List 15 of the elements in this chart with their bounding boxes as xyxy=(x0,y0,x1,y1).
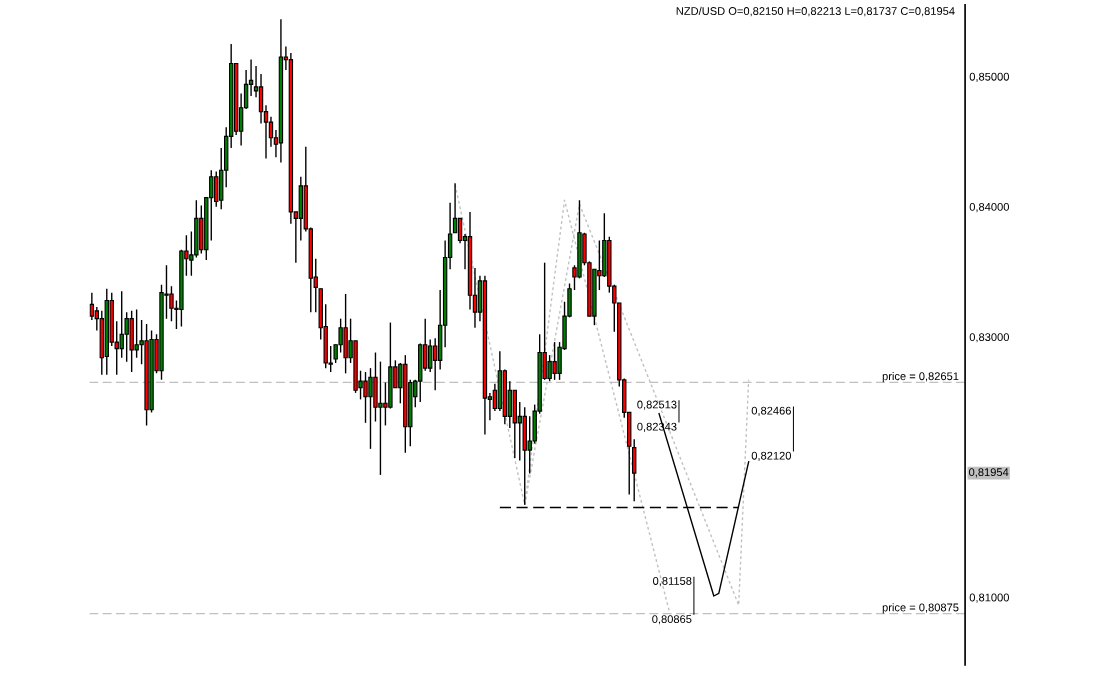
ref-line-label: price = 0,82651 xyxy=(882,371,959,383)
text: 0,81954 xyxy=(969,468,1009,478)
chart-title: NZD/USD O=0,82150 H=0,82213 L=0,81737 C=0,81954 xyxy=(676,6,955,17)
y-tick-label: 0,84000 xyxy=(969,202,1009,213)
candlestick xyxy=(457,217,463,244)
annotation: 0,80865 xyxy=(652,615,692,625)
annotation: 0,81158 xyxy=(653,577,692,587)
annotation: 0,82513 xyxy=(637,400,677,410)
y-tick-label: 0,83000 xyxy=(969,333,1009,343)
candlestick xyxy=(89,291,95,321)
annotation: 0,82466 xyxy=(751,406,791,416)
annotation: 0,82120 xyxy=(751,451,791,461)
y-tick-label: 0,81000 xyxy=(969,593,1009,603)
y-tick-label: 0,85000 xyxy=(969,72,1009,82)
ref-line-label: price = 0,80875 xyxy=(882,603,959,614)
